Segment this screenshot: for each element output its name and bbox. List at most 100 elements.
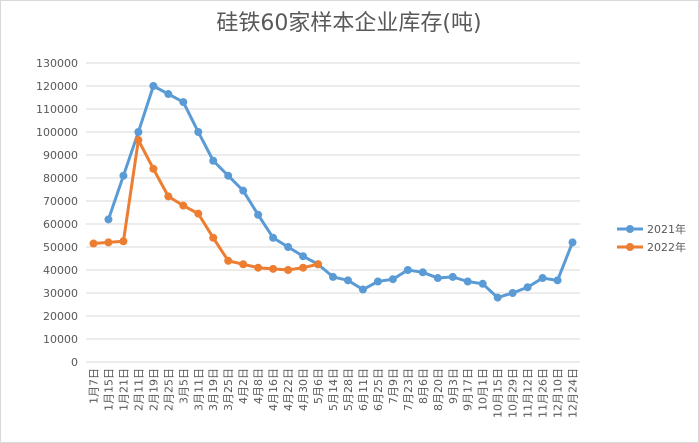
point (538, 274, 547, 283)
point (329, 272, 337, 281)
point (179, 201, 188, 210)
y-tick-label: 120000 (36, 80, 78, 93)
x-tick-label: 5月14日 (327, 368, 340, 411)
point (104, 238, 113, 247)
x-tick-label: 1月7日 (87, 368, 100, 404)
x-tick-label: 7月23日 (402, 368, 415, 411)
point (508, 289, 517, 297)
point (299, 252, 308, 261)
y-tick-label: 80000 (43, 172, 78, 185)
point (478, 279, 487, 288)
y-tick-label: 0 (71, 356, 78, 369)
series-line (93, 138, 319, 272)
y-tick-label: 20000 (43, 310, 78, 323)
legend-marker (626, 225, 634, 233)
x-tick-label: 6月11日 (357, 368, 370, 411)
y-tick-label: 50000 (43, 241, 78, 254)
point (403, 266, 412, 274)
point (194, 209, 203, 218)
x-tick-label: 12月10日 (552, 368, 565, 418)
point (134, 136, 143, 145)
point (314, 260, 323, 269)
point (568, 238, 577, 247)
x-tick-label: 4月22日 (282, 368, 295, 411)
point (269, 264, 278, 273)
x-tick-label: 5月6日 (312, 368, 325, 404)
point (119, 171, 128, 180)
point (224, 171, 233, 180)
point (119, 237, 128, 246)
point (239, 186, 248, 195)
point (493, 293, 502, 302)
legend-label: 2021年 (647, 222, 686, 236)
y-tick-label: 110000 (36, 103, 78, 116)
x-tick-label: 4月8日 (252, 368, 265, 404)
point (269, 233, 278, 242)
x-tick-label: 11月26日 (537, 368, 550, 418)
x-tick-label: 4月2日 (237, 368, 250, 404)
x-tick-label: 3月11日 (192, 368, 205, 411)
y-tick-label: 30000 (43, 287, 78, 300)
x-tick-label: 10月15日 (492, 368, 505, 418)
point (463, 277, 472, 286)
point (164, 192, 173, 201)
point (89, 239, 98, 248)
x-tick-label: 1月21日 (117, 368, 130, 411)
y-tick-label: 130000 (36, 57, 78, 70)
y-tick-label: 70000 (43, 195, 78, 208)
y-tick-label: 40000 (43, 264, 78, 277)
x-tick-label: 8月6日 (417, 368, 430, 404)
x-tick-label: 3月19日 (207, 368, 220, 411)
point (209, 156, 218, 165)
x-tick-label: 4月16日 (267, 368, 280, 411)
point (149, 82, 158, 90)
point (433, 274, 442, 283)
point (134, 128, 143, 136)
x-tick-label: 4月30日 (297, 368, 310, 411)
point (104, 215, 113, 224)
point (418, 268, 427, 277)
x-tick-label: 5月28日 (342, 368, 355, 411)
x-tick-label: 1月15日 (102, 368, 115, 411)
point (179, 98, 188, 107)
point (224, 256, 233, 265)
x-tick-label: 2月25日 (162, 368, 175, 411)
chart-title: 硅铁60家样本企业库存(吨) (216, 11, 481, 36)
point (448, 272, 457, 281)
point (209, 233, 218, 242)
x-tick-label: 10月29日 (507, 368, 520, 418)
y-tick-label: 10000 (43, 333, 78, 346)
x-tick-label: 3月5日 (177, 368, 190, 404)
point (388, 275, 397, 284)
x-tick-label: 6月25日 (372, 368, 385, 411)
x-tick-label: 2月11日 (132, 368, 145, 411)
point (164, 90, 173, 99)
point (239, 260, 248, 269)
x-tick-label: 2月19日 (147, 368, 160, 411)
point (254, 210, 263, 219)
x-tick-label: 9月3日 (447, 368, 460, 404)
x-tick-label: 10月1日 (477, 368, 490, 411)
x-tick-label: 12月24日 (567, 368, 580, 418)
y-tick-label: 90000 (43, 149, 78, 162)
legend-marker (626, 243, 634, 251)
point (149, 164, 158, 173)
x-tick-label: 8月20日 (432, 368, 445, 411)
point (284, 266, 293, 274)
point (553, 276, 562, 285)
point (254, 263, 263, 272)
x-tick-label: 9月17日 (462, 368, 475, 411)
x-tick-label: 3月25日 (222, 368, 235, 411)
legend-label: 2022年 (647, 240, 686, 254)
x-tick-label: 11月12日 (522, 368, 535, 418)
point (373, 277, 382, 286)
y-tick-label: 60000 (43, 218, 78, 231)
point (523, 283, 532, 292)
point (358, 285, 367, 294)
y-tick-label: 100000 (36, 126, 78, 139)
point (299, 263, 308, 272)
point (194, 128, 203, 136)
point (284, 243, 293, 251)
point (343, 276, 352, 285)
